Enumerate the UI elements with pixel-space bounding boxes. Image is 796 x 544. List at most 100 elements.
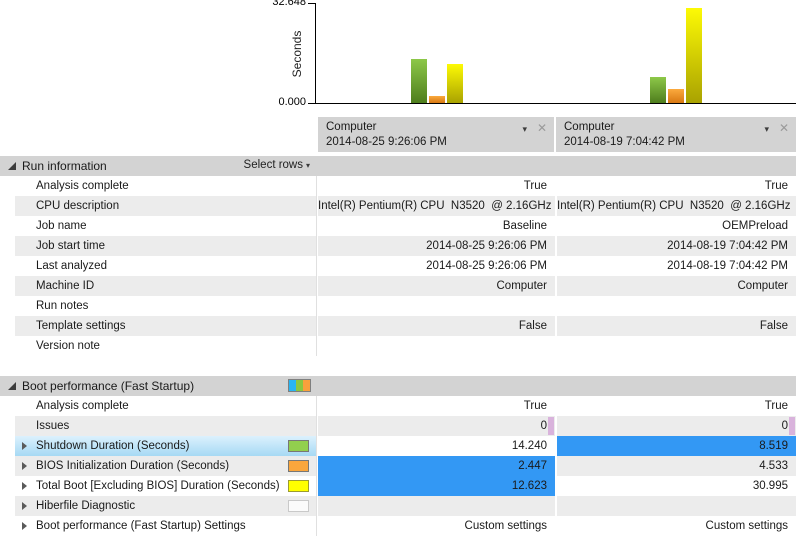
value-cell: 2014-08-25 9:26:06 PM	[318, 236, 555, 256]
value-cell: False	[557, 316, 796, 336]
value-cell: Intel(R) Pentium(R) CPU N3520 @ 2.16GHz	[557, 196, 796, 216]
row-version-note[interactable]: Version note	[0, 336, 796, 356]
row-issues[interactable]: Issues 0 0	[0, 416, 796, 436]
value-cell-best: 8.519	[557, 436, 796, 456]
row-label-cell: Analysis complete	[0, 176, 317, 196]
value-cell: False	[318, 316, 555, 336]
issues-count: 0	[540, 420, 547, 432]
row-label-cell: BIOS Initialization Duration (Seconds)	[0, 456, 317, 476]
boot-performance-rows: Analysis complete True True Issues 0 0 S…	[0, 396, 796, 536]
value-cell: True	[523, 400, 547, 412]
series-swatch-blank	[288, 500, 309, 512]
chevron-down-icon: ▾	[305, 161, 310, 170]
run-column-header-1[interactable]: Computer 2014-08-25 9:26:06 PM ▾ ✕	[318, 117, 554, 152]
value-cell: True	[523, 180, 547, 192]
issues-count: 0	[781, 420, 788, 432]
value-cell	[557, 496, 796, 516]
row-label: Template settings	[36, 320, 126, 332]
select-rows-label: Select rows	[243, 159, 303, 171]
row-label-cell: Boot performance (Fast Startup) Settings	[0, 516, 317, 536]
row-machine-id[interactable]: Machine ID Computer Computer	[0, 276, 796, 296]
value-cell: Custom settings	[705, 520, 788, 532]
close-icon[interactable]: ✕	[536, 121, 547, 135]
chart-bar	[429, 95, 445, 103]
row-label-cell: CPU description	[0, 196, 317, 216]
boot-performance-section-header[interactable]: Boot performance (Fast Startup)	[0, 376, 796, 396]
row-total-boot-duration[interactable]: Total Boot [Excluding BIOS] Duration (Se…	[0, 476, 796, 496]
close-icon[interactable]: ✕	[778, 121, 789, 135]
select-rows-dropdown[interactable]: Select rows ▾	[244, 159, 310, 171]
value-cell: OEMPreload	[722, 220, 788, 232]
row-label-cell: Analysis complete	[0, 396, 317, 416]
row-run-notes[interactable]: Run notes	[0, 296, 796, 316]
value-cell: Computer	[557, 276, 796, 296]
row-label: Run notes	[36, 300, 89, 312]
run-information-section-header[interactable]: Run information Select rows ▾	[0, 156, 796, 176]
row-label: Boot performance (Fast Startup) Settings	[36, 520, 246, 532]
value-cell-best: 12.623	[318, 476, 555, 496]
row-label: Job name	[36, 220, 87, 232]
chart-bar	[411, 59, 427, 103]
row-label: Total Boot [Excluding BIOS] Duration (Se…	[36, 480, 280, 492]
run-column-header-2[interactable]: Computer 2014-08-19 7:04:42 PM ▾ ✕	[556, 117, 796, 152]
chart-bar	[447, 64, 463, 103]
row-boot-performance-settings[interactable]: Boot performance (Fast Startup) Settings…	[0, 516, 796, 536]
row-label: CPU description	[36, 200, 120, 212]
run-column-machine: Computer	[564, 121, 615, 133]
row-label: Machine ID	[36, 280, 95, 292]
value-cell: Custom settings	[464, 520, 547, 532]
legend-blue-stripe	[289, 380, 296, 391]
chart-tick-mark-max	[308, 3, 315, 4]
value-cell: 2014-08-25 9:26:06 PM	[426, 260, 547, 272]
row-last-analyzed[interactable]: Last analyzed 2014-08-25 9:26:06 PM 2014…	[0, 256, 796, 276]
boot-metrics-bar-chart: 32.648 0.000 Seconds	[0, 0, 796, 117]
expand-arrow-icon[interactable]	[22, 502, 27, 510]
row-label: Analysis complete	[36, 400, 129, 412]
legend-green-stripe	[296, 380, 303, 391]
row-bios-initialization-duration[interactable]: BIOS Initialization Duration (Seconds) 2…	[0, 456, 796, 476]
row-label: Hiberfile Diagnostic	[36, 500, 136, 512]
collapse-triangle-icon[interactable]	[8, 162, 16, 170]
row-job-name[interactable]: Job name Baseline OEMPreload	[0, 216, 796, 236]
row-label-cell: Total Boot [Excluding BIOS] Duration (Se…	[0, 476, 317, 496]
chart-bar	[686, 8, 702, 103]
chart-ytick-min: 0.000	[278, 96, 306, 108]
value-cell: 14.240	[511, 440, 547, 452]
collapse-triangle-icon[interactable]	[8, 382, 16, 390]
expand-arrow-icon[interactable]	[22, 522, 27, 530]
row-label-cell: Job name	[0, 216, 317, 236]
row-job-start-time[interactable]: Job start time 2014-08-25 9:26:06 PM 201…	[0, 236, 796, 256]
run-column-machine: Computer	[326, 121, 377, 133]
row-template-settings[interactable]: Template settings False False	[0, 316, 796, 336]
value-cell	[318, 336, 555, 356]
legend-orange-stripe	[303, 380, 310, 391]
series-swatch-yellow	[288, 480, 309, 492]
value-cell	[318, 296, 555, 316]
expand-arrow-icon[interactable]	[22, 462, 27, 470]
row-label-cell: Run notes	[0, 296, 317, 316]
row-hiberfile-diagnostic[interactable]: Hiberfile Diagnostic	[0, 496, 796, 516]
row-label-cell: Hiberfile Diagnostic	[0, 496, 317, 516]
value-cell: True	[764, 180, 788, 192]
row-label: BIOS Initialization Duration (Seconds)	[36, 460, 230, 472]
expand-arrow-icon[interactable]	[22, 482, 27, 490]
row-shutdown-duration[interactable]: Shutdown Duration (Seconds) 14.240 8.519	[0, 436, 796, 456]
chart-y-axis	[315, 3, 316, 104]
chevron-down-icon[interactable]: ▾	[522, 124, 527, 134]
value-cell: 4.533	[557, 456, 796, 476]
row-label-cell: Job start time	[0, 236, 317, 256]
value-cell-best: 2.447	[318, 456, 555, 476]
row-label-cell: Template settings	[0, 316, 317, 336]
row-label: Shutdown Duration (Seconds)	[36, 440, 190, 452]
row-analysis-complete[interactable]: Analysis complete True True	[0, 176, 796, 196]
chart-bar	[650, 76, 666, 103]
value-cell	[557, 336, 796, 356]
row-label: Job start time	[36, 240, 106, 252]
row-analysis-complete[interactable]: Analysis complete True True	[0, 396, 796, 416]
expand-arrow-icon[interactable]	[22, 442, 27, 450]
chart-bar	[668, 89, 684, 103]
row-cpu-description[interactable]: CPU description Intel(R) Pentium(R) CPU …	[0, 196, 796, 216]
chevron-down-icon[interactable]: ▾	[764, 124, 769, 134]
value-cell: 2014-08-19 7:04:42 PM	[557, 236, 796, 256]
